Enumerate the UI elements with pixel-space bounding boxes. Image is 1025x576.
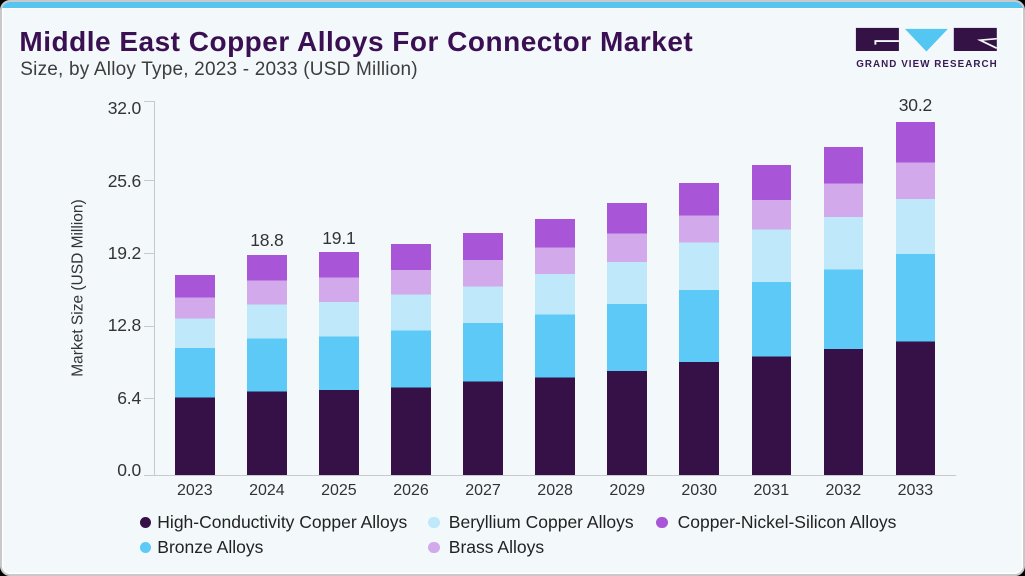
svg-text:GRAND VIEW RESEARCH: GRAND VIEW RESEARCH [856,59,997,70]
